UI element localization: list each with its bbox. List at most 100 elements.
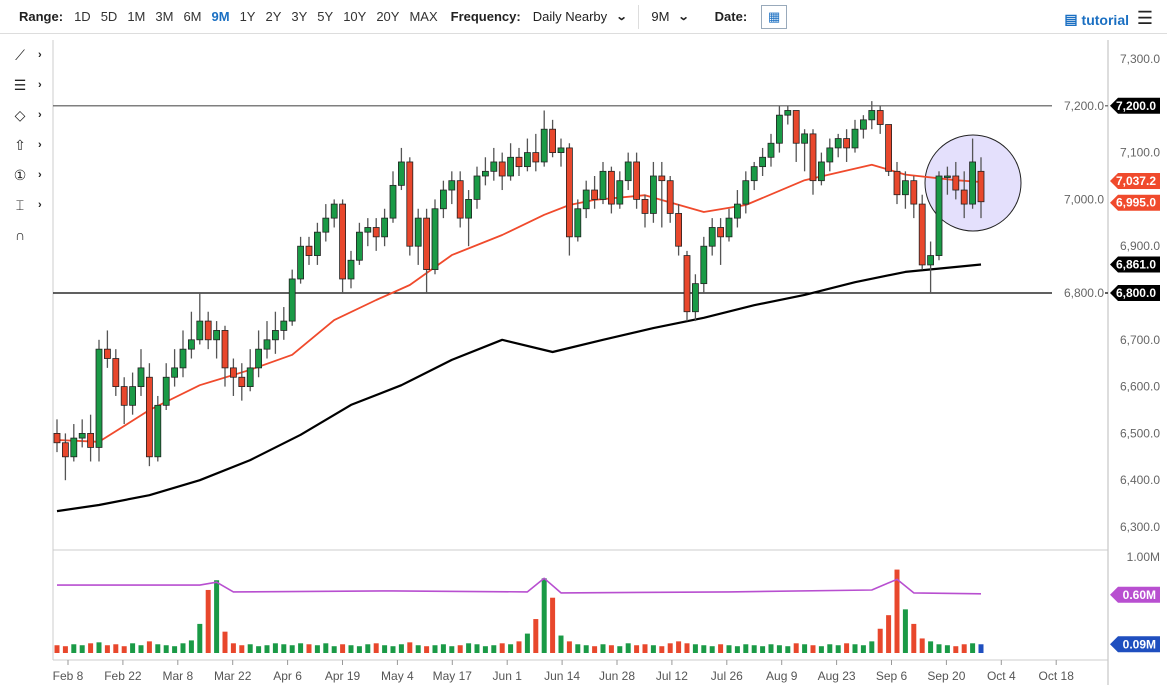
arrow-tool-button[interactable]: ⇧ › xyxy=(0,130,53,160)
range-3y[interactable]: 3Y xyxy=(291,9,308,24)
candle-body xyxy=(725,217,733,238)
candle-body xyxy=(952,175,960,191)
period-select[interactable]: 9M ⌄ xyxy=(651,9,690,24)
volume-bar xyxy=(197,623,203,653)
volume-bar xyxy=(508,644,514,653)
volume-bar xyxy=(415,645,421,653)
volume-bar xyxy=(566,641,572,653)
volume-bar xyxy=(802,644,808,653)
x-tick-label: Sep 6 xyxy=(876,669,908,683)
candle xyxy=(305,236,313,265)
price-tag-text: 6,800.0 xyxy=(1116,286,1156,300)
candle xyxy=(902,171,909,209)
marker-tool-button[interactable]: ① › xyxy=(0,160,53,190)
candle-body xyxy=(608,170,615,205)
tutorial-link[interactable]: ▤ tutorial xyxy=(1064,11,1129,28)
price-tag: 6,995.0 xyxy=(1110,194,1160,211)
volume-bar xyxy=(62,646,68,653)
candle xyxy=(574,199,582,242)
candle-body xyxy=(582,189,590,210)
line-tool-button[interactable]: ⟋ › xyxy=(0,40,53,70)
candle xyxy=(381,208,389,247)
measure-tool-button[interactable]: ⌶ › xyxy=(0,190,53,220)
volume-bar xyxy=(701,645,707,653)
volume-bar xyxy=(54,645,60,653)
range-1y[interactable]: 1Y xyxy=(239,9,256,24)
volume-bar xyxy=(953,646,959,653)
range-1d[interactable]: 1D xyxy=(74,9,91,24)
shape-tool-button[interactable]: ◇ › xyxy=(0,100,53,130)
candle-body xyxy=(288,278,296,322)
candle xyxy=(322,204,330,242)
volume-bar xyxy=(533,619,539,653)
candle-body xyxy=(549,128,556,153)
price-tag: 6,800.0 xyxy=(1110,285,1160,301)
volume-bar xyxy=(306,644,312,653)
candle-body xyxy=(515,156,523,168)
volume-bar xyxy=(734,646,740,653)
candle xyxy=(616,171,624,209)
price-tick-label: 7,000.0 xyxy=(1064,192,1104,206)
candle-body xyxy=(481,170,489,177)
volume-bar xyxy=(835,645,841,653)
candle-body xyxy=(851,128,859,149)
volume-bar xyxy=(474,644,480,653)
candle xyxy=(171,349,179,387)
range-20y[interactable]: 20Y xyxy=(376,9,400,24)
range-5y[interactable]: 5Y xyxy=(317,9,334,24)
candle-body xyxy=(843,138,850,149)
price-tick-label: 6,500.0 xyxy=(1120,426,1160,440)
candle xyxy=(893,161,901,205)
range-10y[interactable]: 10Y xyxy=(343,9,367,24)
candle-body xyxy=(381,217,389,238)
volume-bar xyxy=(340,644,346,653)
candle xyxy=(238,363,246,401)
frequency-select[interactable]: Daily Nearby ⌄ xyxy=(533,9,628,24)
candle xyxy=(658,161,666,228)
range-5d[interactable]: 5D xyxy=(100,9,118,24)
candle-body xyxy=(204,320,212,341)
magnet-button[interactable]: ∩ xyxy=(0,220,53,250)
candle-body xyxy=(246,367,254,388)
candle-body xyxy=(784,110,792,116)
volume-bar xyxy=(667,643,673,653)
candle xyxy=(843,129,850,162)
volume-bar xyxy=(247,644,253,653)
candle xyxy=(137,349,145,396)
candle xyxy=(633,152,640,209)
hamburger-menu-icon[interactable]: ☰ xyxy=(1136,8,1153,28)
candle-body xyxy=(650,175,657,214)
date-label: Date: xyxy=(714,9,748,24)
price-tick-label: 6,300.0 xyxy=(1120,520,1160,534)
candle xyxy=(339,199,347,293)
candle xyxy=(372,218,380,251)
candle xyxy=(818,152,825,186)
fib-tool-button[interactable]: ☰ › xyxy=(0,70,53,100)
candle xyxy=(187,311,195,359)
candle xyxy=(784,105,792,125)
frequency-label: Frequency: xyxy=(450,9,521,24)
calendar-icon[interactable]: ▦ xyxy=(761,4,788,29)
candle xyxy=(910,176,918,219)
candle xyxy=(439,180,447,219)
candle xyxy=(608,166,615,214)
volume-bar xyxy=(298,643,304,653)
range-2y[interactable]: 2Y xyxy=(265,9,282,24)
range-9m[interactable]: 9M xyxy=(211,9,230,24)
range-max[interactable]: MAX xyxy=(409,9,438,24)
range-6m[interactable]: 6M xyxy=(183,9,202,24)
candle xyxy=(566,143,573,256)
volume-bar xyxy=(751,645,757,653)
x-tick-label: Jun 1 xyxy=(493,669,523,683)
range-1m[interactable]: 1M xyxy=(127,9,146,24)
candle xyxy=(347,250,355,289)
range-3m[interactable]: 3M xyxy=(155,9,174,24)
volume-tag-text: 0.60M xyxy=(1123,588,1156,602)
candle-body xyxy=(397,161,405,186)
candle-body xyxy=(910,180,918,205)
x-tick-label: Aug 23 xyxy=(818,669,856,683)
price-tick-bg xyxy=(1052,285,1105,300)
volume-tag-text: 0.09M xyxy=(1123,637,1156,651)
volume-tag-bg xyxy=(1110,586,1160,603)
